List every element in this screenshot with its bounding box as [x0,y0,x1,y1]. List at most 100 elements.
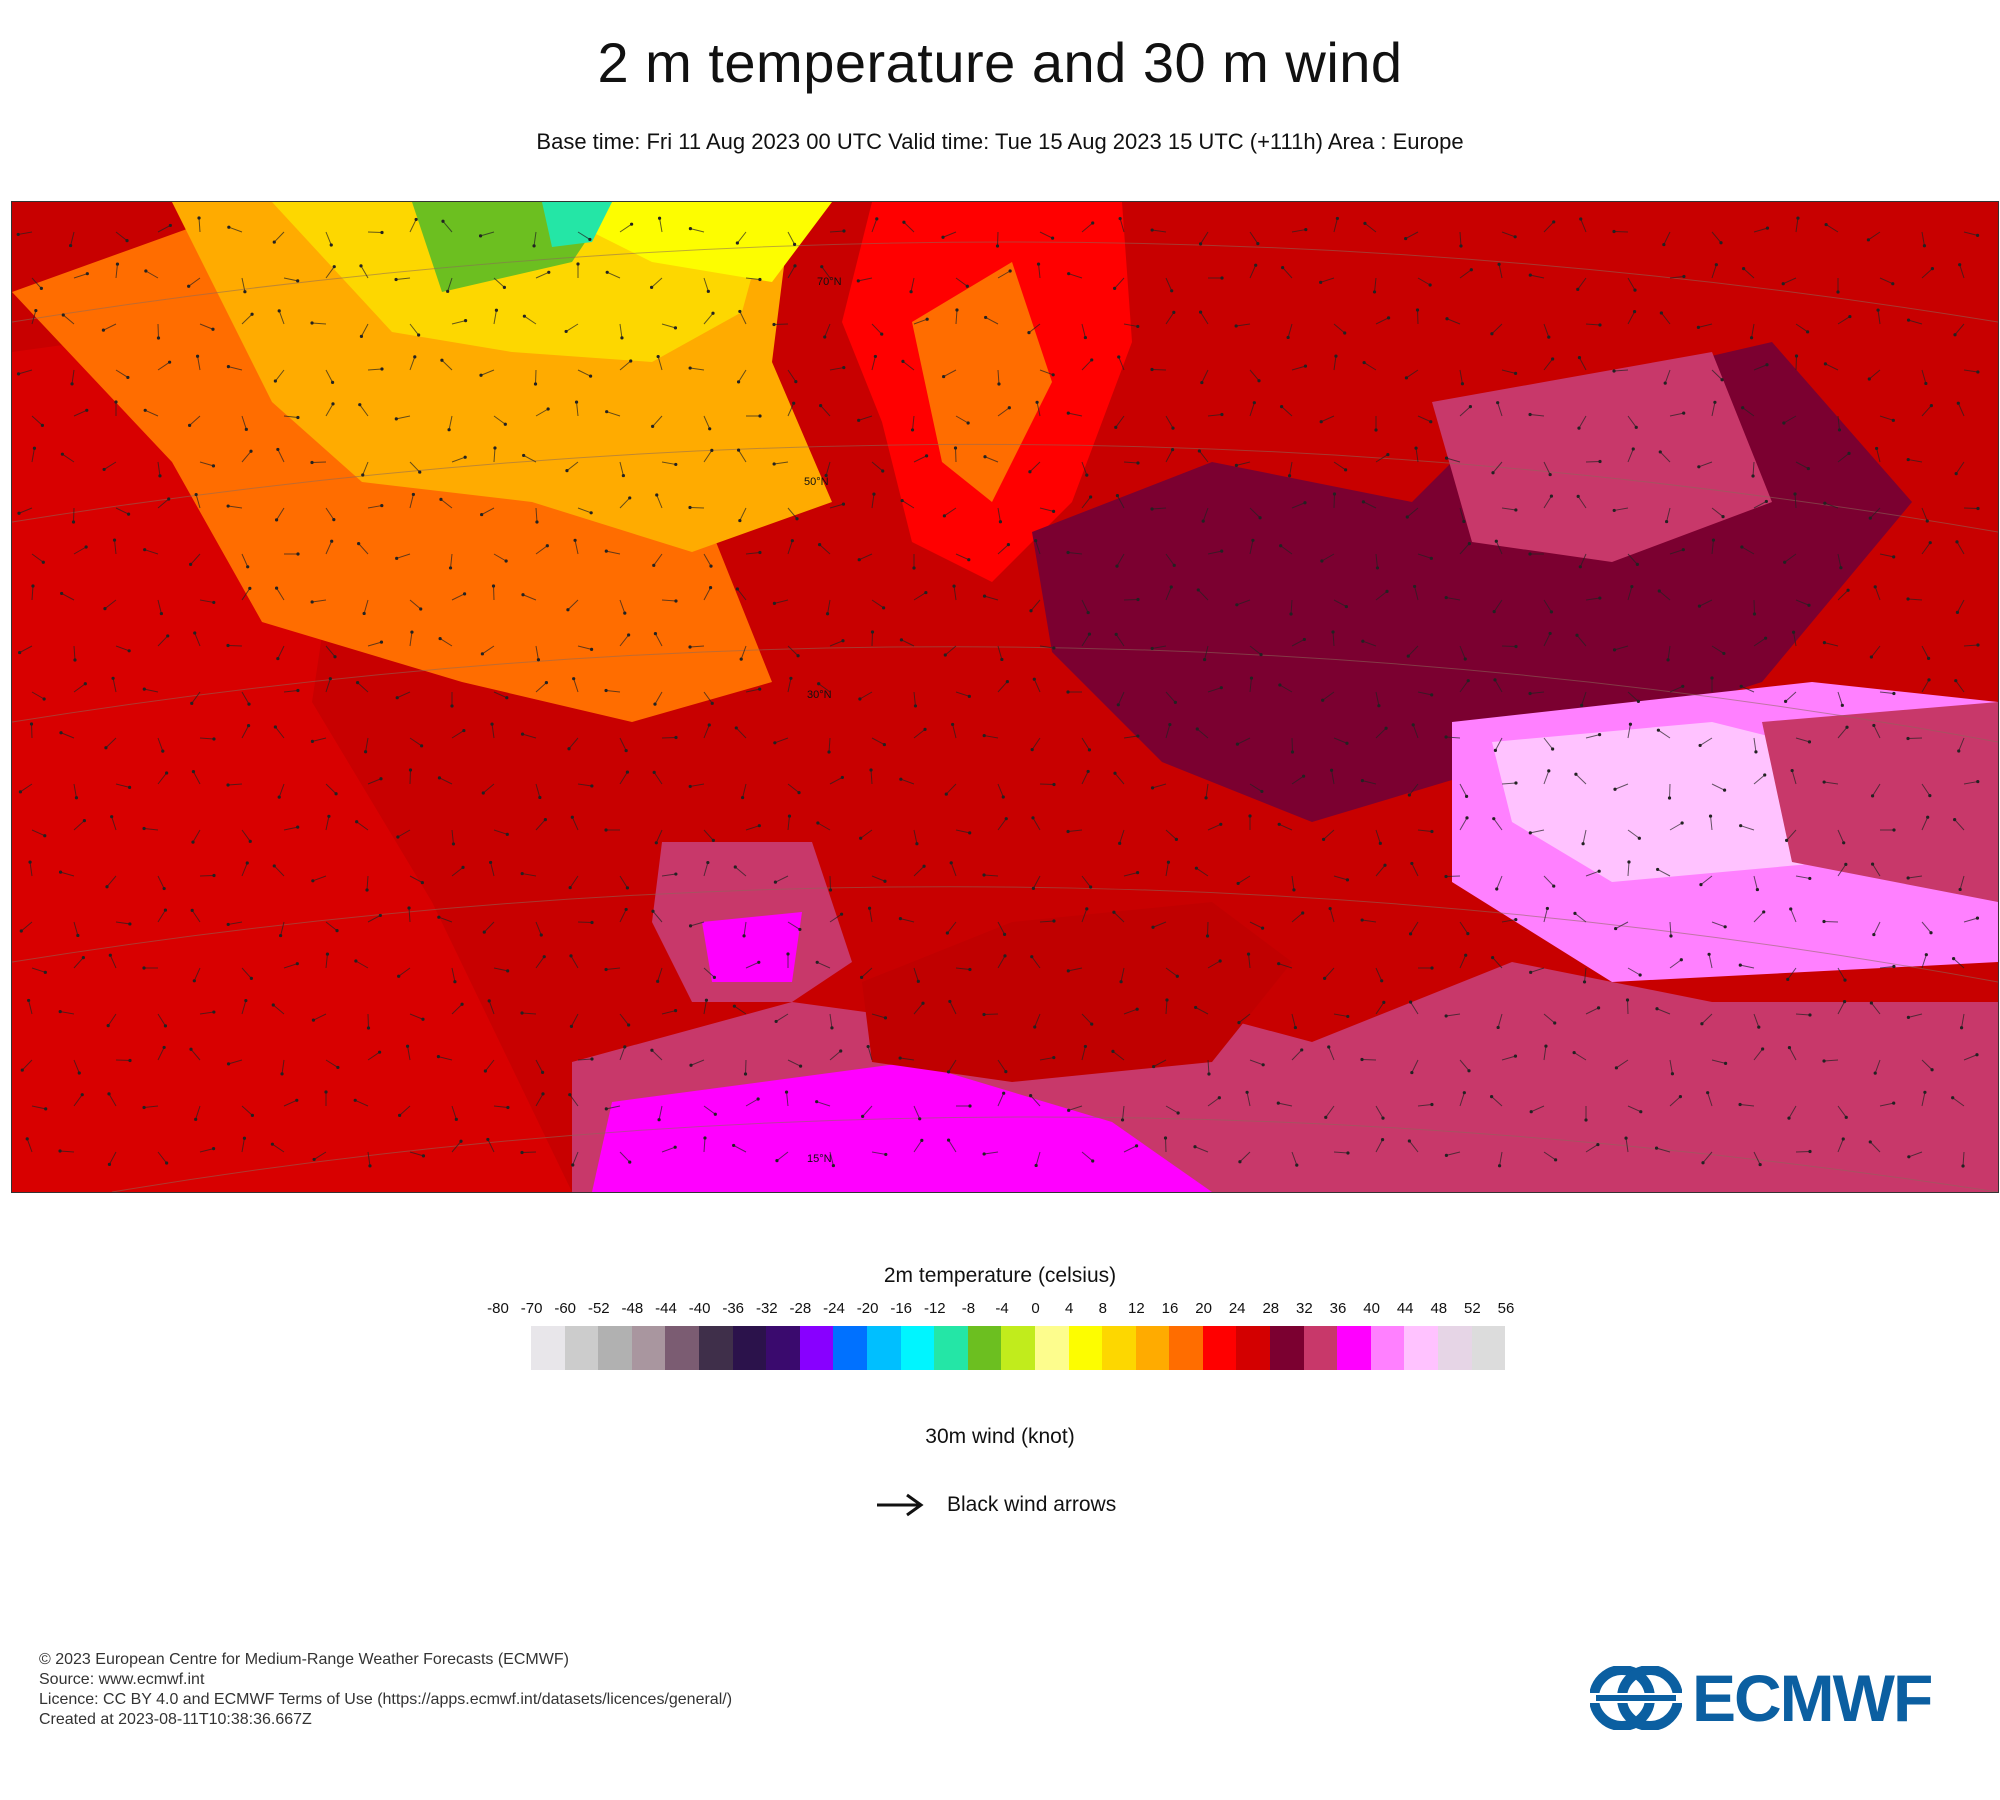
wind-arrow-head [1961,1164,1965,1168]
wind-arrow-head [1573,911,1577,915]
wind-arrow-head [1051,509,1056,513]
legend-tick-label: 0 [1031,1300,1040,1317]
wind-arrow-head [625,886,630,890]
wind-arrow [871,461,884,472]
wind-arrow [1879,691,1894,694]
wind-arrow-head [1514,917,1518,922]
wind-arrow [661,461,676,465]
wind-arrow [984,735,999,739]
wind-arrow-head [1430,693,1434,697]
wind-arrow [367,778,382,785]
wind-arrow [115,645,130,652]
wind-arrow-head [1710,676,1714,680]
wind-arrow [493,415,506,425]
wind-arrow-head [1152,1064,1156,1069]
wind-arrow [1165,967,1178,977]
wind-arrow [1869,507,1881,519]
wind-arrow-head [1066,829,1070,834]
wind-arrow [450,553,453,568]
wind-arrow [1408,783,1419,796]
wind-arrow [157,1047,165,1061]
wind-arrow-head [1150,646,1154,651]
wind-arrow [659,218,663,233]
wind-arrow [1669,959,1682,969]
wind-arrow-head [1807,603,1811,607]
wind-arrow-head [657,216,662,220]
wind-arrow [1531,1105,1545,1113]
wind-arrow [1574,912,1587,923]
wind-arrow [1322,691,1335,701]
wind-arrow-head [420,880,424,885]
wind-arrow-head [1238,1160,1242,1164]
wind-arrow-head [380,503,384,508]
wind-arrow-head [654,841,658,845]
wind-arrow [1795,323,1808,333]
wind-arrow [606,550,621,555]
wind-arrow [199,323,214,330]
wind-arrow-head [1175,974,1179,978]
wind-arrow [1039,1057,1054,1061]
wind-arrow-head [1466,679,1470,683]
wind-arrow-head [1090,1022,1094,1026]
wind-arrow-head [380,367,384,371]
wind-arrow [1068,273,1083,279]
wind-arrow-head [1444,735,1448,739]
wind-arrow-head [1385,589,1389,593]
wind-arrow-head [1067,1108,1071,1112]
wind-arrow [955,967,970,970]
wind-arrow [1249,645,1262,656]
graticule-label-50n: 50°N [804,476,829,488]
wind-arrow-head [1765,226,1770,230]
wind-arrow-head [71,520,76,524]
wind-arrow-head [482,930,486,934]
wind-arrow-head [1791,630,1796,634]
wind-arrow [1446,1151,1461,1156]
wind-arrow [1249,507,1261,519]
wind-arrow [787,1059,801,1067]
wind-arrow-head [1002,1091,1006,1095]
wind-arrow [1824,642,1839,647]
wind-arrow-head [1304,227,1308,232]
wind-arrow-head [688,505,692,510]
wind-arrow-head [688,784,692,789]
wind-arrow-head [447,428,451,432]
wind-arrow [829,913,842,923]
iran-hot-zone [1762,702,1998,902]
wind-arrow [115,264,118,279]
wind-arrow [451,593,465,601]
wind-arrow-head [189,562,193,567]
wind-arrow [745,552,760,555]
wind-arrow [115,507,129,515]
wind-arrow-head [165,771,169,775]
wind-arrow [1495,541,1503,555]
wind-arrow [1375,829,1381,844]
wind-arrow-head [1492,610,1496,614]
wind-arrow [535,1093,544,1107]
wind-arrow-head [883,879,887,883]
legend-tick-label: -40 [688,1300,711,1317]
wind-arrows-layer [16,216,1980,1168]
wind-arrow-head [1513,235,1517,239]
wind-arrow [1614,645,1629,651]
wind-arrow-head [1300,1048,1304,1052]
wind-arrow [943,369,957,378]
wind-arrow-head [1030,748,1034,752]
wind-arrow [1741,546,1755,555]
wind-arrow-head [1955,610,1960,614]
legend-swatch [698,1326,733,1370]
wind-arrow-head [212,1010,216,1014]
wind-arrow [1627,448,1634,463]
wind-arrow-head [1875,446,1879,451]
wind-arrow [867,1046,873,1061]
wind-arrow [1123,872,1138,877]
wind-arrow [1201,369,1209,383]
wind-arrow-head [772,601,777,605]
wind-arrow-head [1135,1007,1139,1011]
wind-arrow-head [1698,743,1702,748]
wind-arrow-head [949,861,953,865]
wind-arrow-head [589,647,594,651]
wind-arrow [535,783,541,798]
wind-arrow [451,1003,463,1015]
wind-arrow [1446,1013,1461,1017]
wind-arrow-head [1089,885,1093,889]
